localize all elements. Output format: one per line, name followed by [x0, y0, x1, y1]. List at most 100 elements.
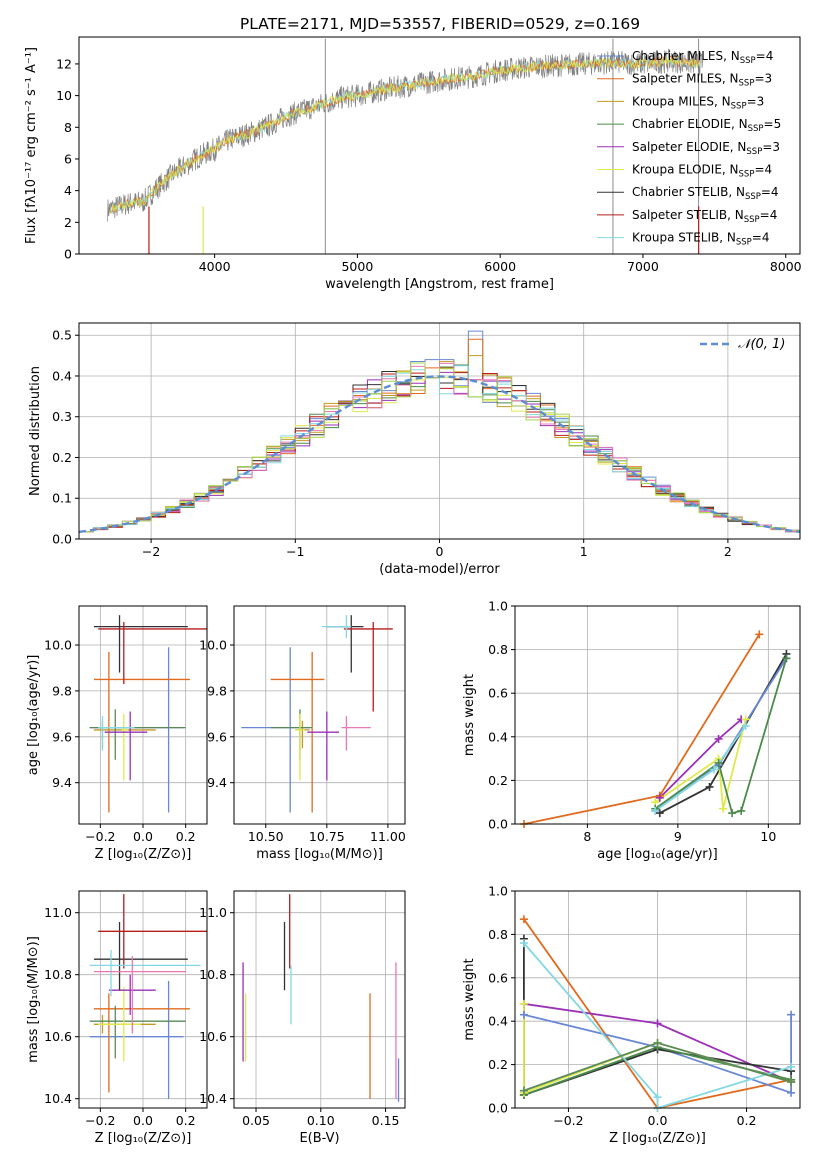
- y-tick-label: 0.8: [488, 642, 508, 657]
- y-tick-label: 0.0: [488, 817, 508, 832]
- y-tick-label: 9.6: [207, 729, 227, 744]
- y-tick-label: 11.0: [44, 905, 72, 920]
- model-spectrum: [109, 55, 700, 214]
- x-tick-label: 7000: [627, 259, 659, 274]
- x-tick-label: −0.2: [85, 829, 115, 844]
- axes-frame: [514, 605, 801, 825]
- y-tick-label: 11.0: [199, 905, 227, 920]
- y-tick-label: 0.0: [488, 1101, 508, 1116]
- y-tick-label: 0.6: [488, 686, 508, 701]
- point-marker: [787, 1088, 796, 1097]
- figure-title: PLATE=2171, MJD=53557, FIBERID=0529, z=0…: [240, 15, 640, 33]
- y-tick-label: 10: [56, 88, 72, 103]
- legend-sub: SSP: [745, 192, 761, 202]
- legend-label: Salpeter MILES, N: [632, 72, 739, 86]
- legend-label: Chabrier ELODIE, N: [632, 117, 748, 131]
- mass-weight-line: [523, 942, 792, 1108]
- y-tick-label: 1.0: [488, 884, 508, 899]
- y-tick-label: 12: [56, 56, 72, 71]
- legend-sub: SSP: [740, 56, 756, 66]
- y-tick-label: 0.3: [52, 409, 72, 424]
- x-axis-label: Z [log₁₀(Z/Z⊙)]: [609, 1131, 706, 1146]
- y-tick-label: 10.4: [44, 1091, 72, 1106]
- legend-tail: =5: [764, 117, 782, 131]
- y-tick-label: 10.0: [199, 638, 227, 653]
- legend-sub: SSP: [748, 124, 764, 134]
- legend-sub: SSP: [739, 79, 755, 89]
- x-tick-label: 10: [760, 829, 776, 844]
- point-marker: [714, 734, 723, 743]
- y-tick-label: 8: [64, 120, 72, 135]
- x-axis-label: Z [log₁₀(Z/Z⊙)]: [95, 1131, 192, 1146]
- y-tick-label: 0.2: [52, 450, 72, 465]
- legend-label: Kroupa STELIB, N: [632, 231, 736, 245]
- point-marker: [519, 999, 528, 1008]
- y-tick-label: 9.4: [52, 775, 72, 790]
- model-spectrum: [110, 56, 701, 214]
- y-tick-label: 10.6: [44, 1029, 72, 1044]
- point-marker: [710, 765, 719, 774]
- x-tick-label: 0.2: [176, 1113, 196, 1128]
- y-tick-label: 0.8: [488, 927, 508, 942]
- x-tick-label: 0.10: [307, 1113, 335, 1128]
- point-marker: [728, 809, 737, 818]
- mass_weight_vs_Z-panel: −0.2 0.0 0.2 0.0 0.2 0.4 0.6 0.8 1.0 Z [log₁₀(Z/Z…: [462, 884, 801, 1146]
- residuals-plot-area: [79, 330, 800, 539]
- point-marker: [787, 1062, 796, 1071]
- y-tick-label: 4: [64, 183, 72, 198]
- legend-label: Chabrier MILES, N: [632, 49, 740, 63]
- residual-histogram: [79, 362, 800, 539]
- axes-frame: [233, 605, 406, 825]
- y-tick-label: 0: [64, 247, 72, 262]
- legend-tail: =4: [760, 208, 778, 222]
- mass_vs_Z-panel: −0.2 0.0 0.2 10.4 10.6 10.8 11.0 Z [log₁₀(Z/Z⊙)…: [26, 890, 208, 1146]
- y-axis-label: Flux [fλ10⁻¹⁷ erg cm⁻² s⁻¹ A⁻¹]: [24, 47, 39, 244]
- legend-tail: =4: [752, 231, 770, 245]
- y-tick-label: 0.2: [488, 773, 508, 788]
- y-tick-label: 9.6: [52, 729, 72, 744]
- mass-weight-line: [523, 918, 792, 1108]
- y-axis-label: mass [log₁₀(M/M⊙)]: [26, 936, 41, 1063]
- spectrum-plot-area: [107, 38, 704, 254]
- point-marker: [655, 809, 664, 818]
- legend-tail: =3: [762, 140, 780, 154]
- x-tick-label: 6000: [484, 259, 516, 274]
- y-axis-label: age [log₁₀(age/yr)]: [26, 655, 41, 776]
- x-tick-label: −2: [142, 544, 160, 559]
- legend-entry: Kroupa MILES, NSSP=3: [632, 94, 764, 111]
- point-marker: [741, 721, 750, 730]
- x-tick-label: 5000: [341, 259, 373, 274]
- y-tick-label: 0.6: [488, 970, 508, 985]
- observed-spectrum: [107, 48, 704, 222]
- y-tick-label: 0.4: [488, 729, 508, 744]
- legend-tail: =4: [761, 185, 779, 199]
- axes-frame: [78, 36, 801, 255]
- legend-tail: =3: [747, 94, 765, 108]
- legend-sub: SSP: [744, 215, 760, 225]
- point-marker: [519, 1010, 528, 1019]
- legend-entry: Kroupa ELODIE, NSSP=4: [632, 163, 772, 180]
- y-tick-label: 0.4: [52, 368, 72, 383]
- x-tick-label: 0.15: [372, 1113, 400, 1128]
- legend-label: Chabrier STELIB, N: [632, 185, 745, 199]
- mass_vs_EBV-panel: 0.05 0.10 0.15 10.4 10.6 10.8 11.0 E(B-V): [199, 890, 406, 1146]
- legend-entry: Chabrier MILES, NSSP=4: [632, 49, 773, 66]
- legend-sub: SSP: [736, 238, 752, 248]
- x-tick-label: 0.0: [133, 1113, 153, 1128]
- mass_weight_vs_age-plot-area: [523, 633, 788, 824]
- x-tick-label: 2: [724, 544, 732, 559]
- x-tick-label: 0.2: [176, 829, 196, 844]
- point-marker: [782, 654, 791, 663]
- y-tick-label: 0.4: [488, 1014, 508, 1029]
- legend-sub: SSP: [739, 170, 755, 180]
- x-axis-label: E(B-V): [299, 1131, 339, 1146]
- age_vs_Z-panel: −0.2 0.0 0.2 9.4 9.6 9.8 10.0 Z [log₁₀(Z/Z⊙)] ag…: [26, 605, 208, 862]
- y-tick-label: 1.0: [488, 599, 508, 614]
- legend-label: Kroupa ELODIE, N: [632, 163, 739, 177]
- point-marker: [653, 1038, 662, 1047]
- point-marker: [653, 1019, 662, 1028]
- legend-entry: Kroupa STELIB, NSSP=4: [632, 231, 770, 248]
- legend-tail: =4: [756, 49, 774, 63]
- y-tick-label: 0.5: [52, 328, 72, 343]
